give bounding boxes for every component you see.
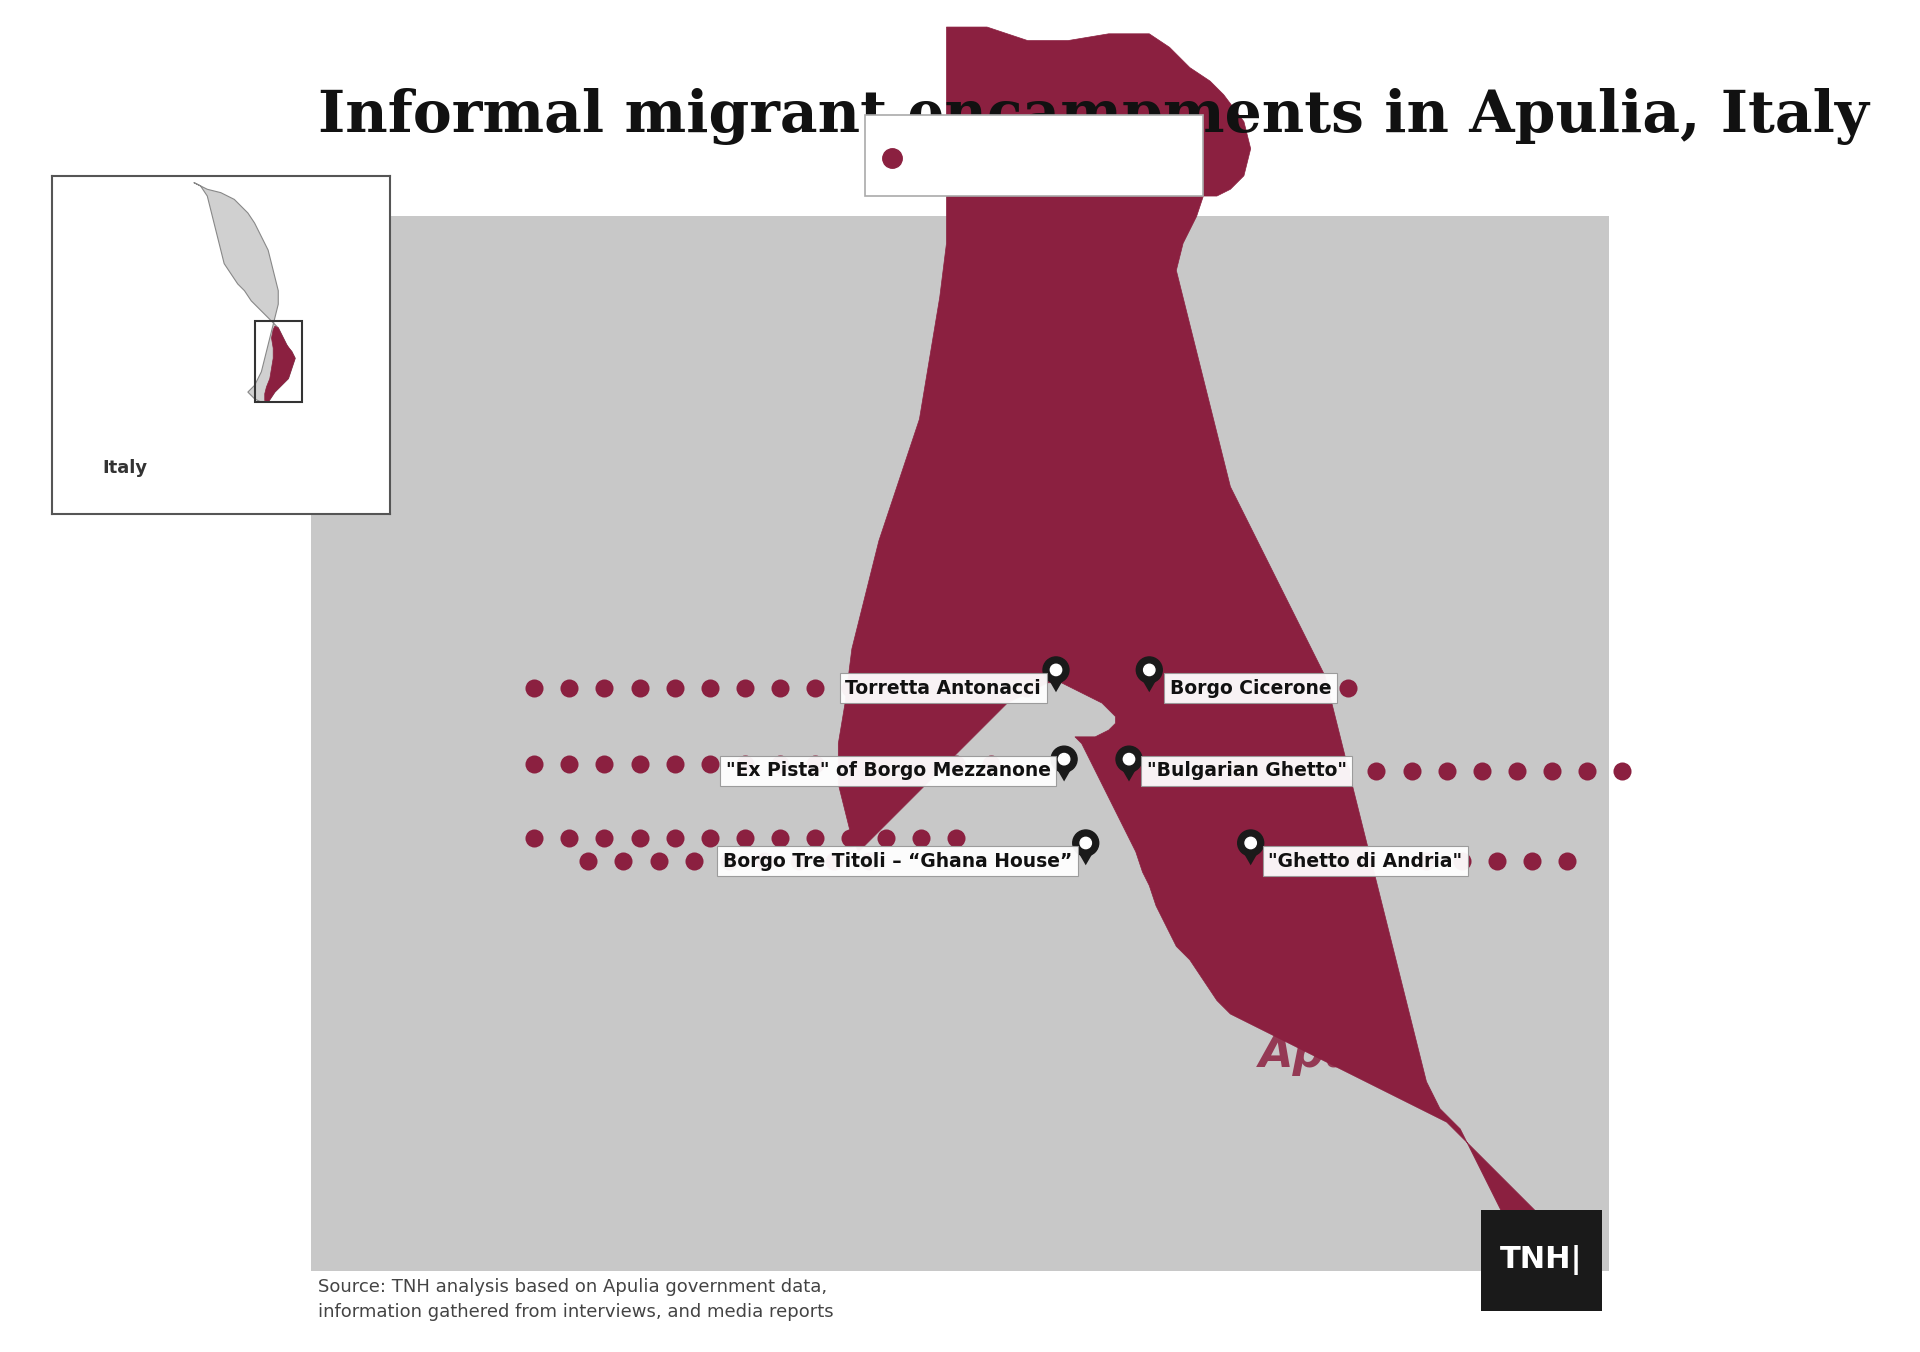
Text: "Ex Pista" of Borgo Mezzanone: "Ex Pista" of Borgo Mezzanone <box>726 761 1050 780</box>
FancyBboxPatch shape <box>866 115 1204 196</box>
Circle shape <box>1238 830 1263 856</box>
Circle shape <box>1116 746 1142 772</box>
Text: TNH|: TNH| <box>1500 1245 1582 1275</box>
Circle shape <box>1144 664 1156 676</box>
Polygon shape <box>1077 850 1094 865</box>
FancyBboxPatch shape <box>1480 1210 1601 1311</box>
Circle shape <box>1137 657 1162 683</box>
Circle shape <box>1050 664 1062 676</box>
Polygon shape <box>839 27 1551 1255</box>
Text: = 100 residents: = 100 residents <box>920 149 1098 168</box>
FancyBboxPatch shape <box>311 216 1609 1271</box>
Text: "Ghetto di Andria": "Ghetto di Andria" <box>1269 852 1463 871</box>
Circle shape <box>1123 753 1135 765</box>
Text: Source: TNH analysis based on Apulia government data,
information gathered from : Source: TNH analysis based on Apulia gov… <box>319 1278 833 1321</box>
Polygon shape <box>1056 767 1073 781</box>
Circle shape <box>1050 746 1077 772</box>
Text: Borgo Cicerone: Borgo Cicerone <box>1169 679 1331 698</box>
Polygon shape <box>1119 767 1139 781</box>
Text: Apulia: Apulia <box>1260 1033 1417 1076</box>
Circle shape <box>1043 657 1069 683</box>
Text: Torretta Antonacci: Torretta Antonacci <box>845 679 1041 698</box>
Text: Italy: Italy <box>102 460 148 477</box>
Text: Informal migrant encampments in Apulia, Italy: Informal migrant encampments in Apulia, … <box>319 88 1868 145</box>
Polygon shape <box>1046 677 1066 692</box>
Circle shape <box>1081 837 1091 849</box>
Bar <box>255 320 301 403</box>
Circle shape <box>1058 753 1069 765</box>
Polygon shape <box>194 183 296 403</box>
Polygon shape <box>1140 677 1158 692</box>
Circle shape <box>1244 837 1256 849</box>
Circle shape <box>1073 830 1098 856</box>
Polygon shape <box>1242 850 1260 865</box>
Polygon shape <box>265 326 296 403</box>
Text: Borgo Tre Titoli – “Ghana House”: Borgo Tre Titoli – “Ghana House” <box>724 852 1071 871</box>
Text: "Bulgarian Ghetto": "Bulgarian Ghetto" <box>1146 761 1346 780</box>
